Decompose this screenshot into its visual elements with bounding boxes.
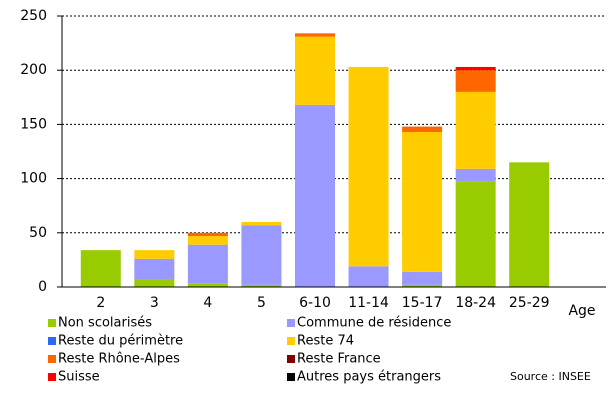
- legend-label: Non scolarisés: [58, 316, 152, 331]
- bar-segment: [134, 279, 175, 287]
- legend-label: Reste Rhône-Alpes: [58, 352, 180, 367]
- legend-label: Reste France: [297, 352, 381, 367]
- y-tick-label: 0: [38, 279, 47, 295]
- bar-segment: [134, 258, 175, 280]
- x-tick-label: 2: [96, 295, 105, 311]
- bar-segment: [187, 283, 228, 287]
- legend-swatch: [48, 355, 56, 363]
- bar-segment: [402, 126, 443, 132]
- source: Source : INSEE: [510, 370, 591, 383]
- legend-label: Commune de résidence: [297, 316, 451, 331]
- legend-swatch: [48, 373, 56, 381]
- x-tick-label: 11-14: [348, 295, 389, 311]
- bar-segment: [80, 250, 121, 287]
- bar-segment: [402, 131, 443, 272]
- legend-swatch: [287, 337, 295, 345]
- legend-label: Reste 74: [297, 334, 354, 349]
- x-tick-label: 15-17: [402, 295, 443, 311]
- legend-label: Reste du périmètre: [58, 334, 183, 349]
- y-tick-label: 250: [20, 8, 47, 24]
- bar-segment: [455, 70, 496, 92]
- x-tick-label: 18-24: [455, 295, 496, 311]
- legend-label: Autres pays étrangers: [297, 370, 441, 385]
- bar-segment: [241, 284, 282, 287]
- legend-label: Suisse: [58, 370, 100, 385]
- x-axis-label: Age: [568, 303, 595, 319]
- bar-segment: [295, 104, 335, 287]
- x-tick-label: 6-10: [299, 295, 331, 311]
- y-tick-label: 150: [20, 116, 47, 132]
- x-tick-label: 4: [203, 295, 212, 311]
- legend-swatch: [48, 319, 56, 327]
- bar-segment: [187, 236, 228, 245]
- y-tick-label: 50: [29, 225, 47, 241]
- bar-segment: [134, 250, 175, 259]
- bar-segment: [187, 232, 228, 237]
- bar-segment: [455, 91, 496, 169]
- legend-swatch: [48, 337, 56, 345]
- bar-segment: [402, 284, 443, 287]
- x-tick-label: 5: [257, 295, 266, 311]
- x-tick-label: 3: [150, 295, 159, 311]
- bar-segment: [348, 66, 389, 267]
- legend-swatch: [287, 373, 295, 381]
- bar-segment: [295, 33, 335, 37]
- legend-swatch: [287, 319, 295, 327]
- y-tick-label: 100: [20, 171, 47, 187]
- bar-segment: [455, 181, 496, 287]
- bar-segment: [295, 36, 335, 105]
- bar-segment: [455, 168, 496, 182]
- legend-swatch: [287, 355, 295, 363]
- bar-segment: [348, 266, 389, 287]
- y-tick-label: 200: [20, 62, 47, 78]
- bar-segment: [187, 244, 228, 284]
- bar-segment: [241, 221, 282, 226]
- bar-segment: [509, 162, 550, 287]
- bar-segment: [455, 66, 496, 71]
- bar-segment: [402, 271, 443, 285]
- bar-segment: [241, 225, 282, 285]
- x-tick-label: 25-29: [509, 295, 550, 311]
